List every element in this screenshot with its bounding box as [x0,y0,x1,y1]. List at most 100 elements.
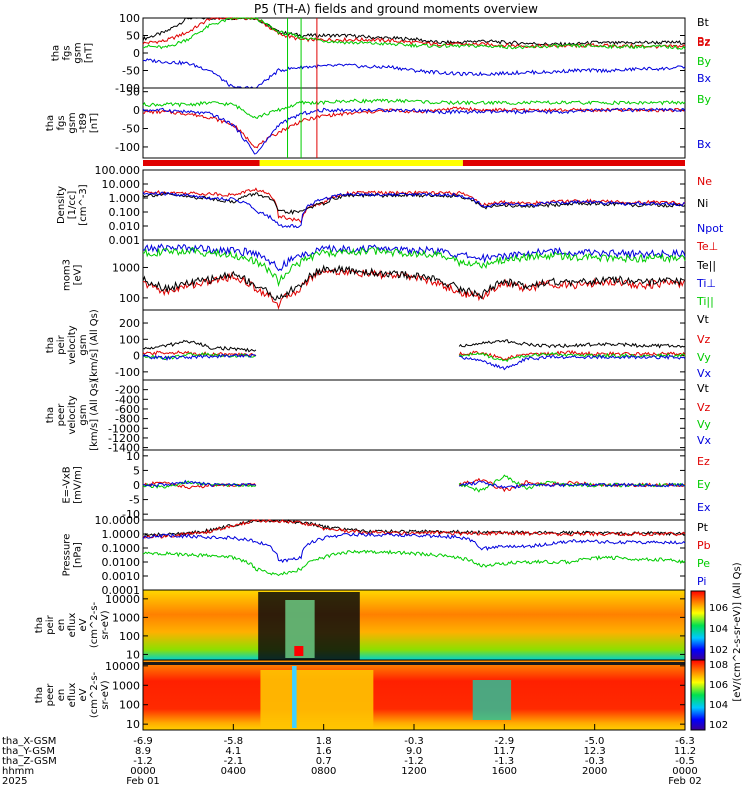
y-axis-label-line: en [56,689,67,702]
mode-bar-segment [259,160,463,166]
y-axis-label-line: [nPa] [73,542,84,568]
y-axis-label-line: eflux [67,683,78,708]
panel-frame [142,519,686,591]
x-tick-value: 0000 [672,766,697,777]
y-axis-label-line: gsm [67,112,78,133]
panel-peer-en: 10000 1000 100 10 thapeerenefluxeV(cm^2-s-sr… [34,659,686,731]
legend-label: Vy [697,418,711,431]
y-tick-label: -100 [115,141,140,154]
y-axis-label-line: Density [56,186,67,224]
y-tick-label: 10.000 [102,178,141,191]
y-tick-label: 100 [119,333,140,346]
y-tick-label: 50 [126,86,140,99]
x-tick-value: 9.0 [406,746,422,757]
y-tick-label: -100 [115,82,140,95]
series-line-vx [142,353,686,371]
y-axis-label-line: velocity [67,395,78,434]
y-tick-label: -800 [115,413,140,426]
legend-label: Npot [697,222,724,235]
mode-bar [143,160,685,166]
x-tick-value: 0800 [311,766,336,777]
colorbar-tick-label: 102 [709,720,728,731]
series-line-ti [142,243,686,272]
y-axis-label-line: tha [34,687,45,703]
x-tick-value: -5.0 [585,736,605,747]
y-axis-label: thafgsgsm[nT] [51,42,95,63]
legend-label: Ti|| [696,295,714,308]
y-tick-label: 100 [119,630,140,643]
x-row-label: tha_Z-GSM [2,756,57,767]
x-tick-value: -0.3 [404,736,424,747]
series-line-pb [142,519,686,539]
legend-label: Ti⊥ [696,277,716,290]
x-row-label: tha_Y-GSM [2,746,55,757]
series-line-pe [142,549,686,577]
x-tick-value: 1600 [492,766,517,777]
x-tick-value: 11.2 [674,746,696,757]
y-axis-label-line: peer [56,403,67,427]
x-tick-value: 0000 [130,766,155,777]
y-axis-label-line: mom3 [62,259,73,291]
y-tick-label: 5 [133,464,140,477]
legend-label: Vx [697,434,712,447]
y-tick-label: -600 [115,403,140,416]
y-tick-label: 0.100 [109,206,141,219]
y-axis-label-line: (cm^2-s- [89,601,100,648]
panel-frame [142,17,686,89]
x-tick-value: 8.9 [135,746,151,757]
y-axis-label: mom3[eV] [62,259,84,291]
colorbar-tick-label: 106 [709,603,728,614]
y-tick-label: 200 [119,317,140,330]
y-axis-label-line: gsm [78,334,89,355]
series-line-ex [142,479,686,490]
y-tick-label: 1000 [112,611,140,624]
y-tick-label: 100 [119,292,140,305]
x-row-label: tha_X-GSM [2,736,56,747]
x-tick-value: 0400 [221,766,246,777]
y-axis-label-line: tha [34,617,45,633]
y-axis-label-line: gsm [78,404,89,425]
colorbar-tick-label: 102 [709,645,728,656]
y-tick-label: 10 [126,450,140,463]
y-axis-label-line: -t89 [78,113,89,133]
y-axis-label-line: tha [45,337,56,353]
y-tick-label: 0 [133,350,140,363]
plot-title: P5 (TH-A) fields and ground moments over… [254,2,538,16]
colorbar-bottom-scale [690,659,706,731]
y-axis-label: Pressure[nPa] [62,534,84,577]
colorbar-label: [eV/(cm^2-s-sr-eV)] (All Qs) [732,562,743,701]
panel-fgs: 100 50 0 -50 -100 thafgsgsm[nT] Bt Bz By Bx [51,12,712,95]
y-axis-label-line: eflux [67,613,78,638]
colorbar-tick-label: 108 [709,660,728,671]
spectrogram-yellow-region [260,670,374,728]
panel-frame [142,87,686,159]
y-tick-label: 0 [133,47,140,60]
y-axis-label: E=-VxB[mV/m] [62,466,84,504]
legend-label: Vy [697,351,711,364]
spectrogram-spike [292,666,297,728]
y-axis-label-line: [mV/m] [73,466,84,504]
colorbar-tick-label: 106 [709,680,728,691]
legend-label: Bz [697,35,711,48]
legend-label: Pi [697,575,706,588]
legend-label: Ni [697,197,708,210]
date-end: Feb 02 [668,776,702,787]
x-tick-value: 4.1 [225,746,241,757]
y-axis-label-line: peir [56,334,67,354]
colorbar-top-scale [690,590,706,661]
x-tick-value: -2.9 [495,736,515,747]
series-line-vt [142,339,686,353]
legend-label: Ne [697,175,712,188]
y-tick-label: 0.0010 [102,570,141,583]
y-axis-label-line: fgs [62,45,73,60]
y-tick-label: 1000 [112,261,140,274]
legend-label: Ey [697,478,711,491]
y-tick-label: 1.0000 [102,528,141,541]
x-tick-value: -6.3 [675,736,695,747]
x-tick-value: 1.8 [316,736,332,747]
spectrogram-top-band [143,662,685,665]
y-tick-label: 0.1000 [102,542,141,555]
legend-label: Bz [697,36,711,49]
